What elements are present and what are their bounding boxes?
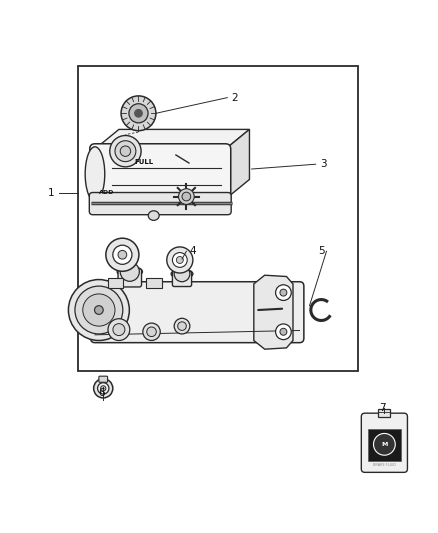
Circle shape	[83, 294, 115, 326]
Circle shape	[68, 279, 129, 341]
Circle shape	[174, 318, 190, 334]
Circle shape	[115, 141, 136, 161]
FancyBboxPatch shape	[91, 282, 304, 343]
Text: M: M	[381, 442, 388, 447]
Circle shape	[129, 104, 148, 123]
Circle shape	[374, 433, 395, 455]
Text: FULL: FULL	[134, 158, 153, 165]
Ellipse shape	[171, 269, 193, 279]
Polygon shape	[226, 130, 250, 199]
Text: 6: 6	[98, 387, 105, 398]
Circle shape	[276, 285, 291, 301]
Bar	[368, 429, 401, 461]
Circle shape	[173, 253, 187, 268]
Circle shape	[101, 386, 106, 391]
Polygon shape	[254, 275, 293, 349]
Circle shape	[113, 245, 132, 264]
FancyBboxPatch shape	[89, 192, 231, 215]
Circle shape	[98, 383, 109, 394]
Text: 4: 4	[190, 246, 196, 256]
Circle shape	[121, 96, 156, 131]
FancyBboxPatch shape	[90, 144, 231, 204]
Circle shape	[113, 324, 125, 336]
Circle shape	[94, 379, 113, 398]
Circle shape	[106, 238, 139, 271]
Bar	[78, 66, 358, 371]
Text: 5: 5	[318, 246, 325, 256]
Polygon shape	[95, 130, 250, 149]
Text: 3: 3	[320, 159, 327, 169]
Circle shape	[120, 146, 131, 156]
Circle shape	[178, 322, 186, 330]
Circle shape	[280, 289, 287, 296]
FancyBboxPatch shape	[361, 413, 407, 472]
Circle shape	[280, 328, 287, 335]
Circle shape	[174, 266, 190, 282]
Ellipse shape	[117, 266, 142, 277]
FancyBboxPatch shape	[99, 376, 108, 382]
Circle shape	[276, 324, 291, 340]
Text: 7: 7	[379, 403, 385, 413]
FancyBboxPatch shape	[118, 269, 141, 287]
Text: 1: 1	[48, 188, 55, 198]
Circle shape	[108, 319, 130, 341]
Circle shape	[167, 247, 193, 273]
FancyBboxPatch shape	[173, 271, 191, 287]
Circle shape	[120, 262, 139, 281]
Circle shape	[75, 286, 123, 334]
Ellipse shape	[85, 147, 105, 201]
Circle shape	[177, 256, 184, 263]
Circle shape	[95, 305, 103, 314]
Circle shape	[182, 192, 191, 201]
Circle shape	[147, 327, 156, 336]
Circle shape	[143, 323, 160, 341]
Bar	[378, 409, 391, 417]
Text: BRAKE FLUID: BRAKE FLUID	[373, 463, 396, 466]
Circle shape	[179, 189, 194, 204]
Circle shape	[110, 135, 141, 167]
Polygon shape	[146, 278, 162, 288]
Ellipse shape	[148, 211, 159, 220]
Text: 2: 2	[231, 93, 237, 103]
Text: ADD: ADD	[99, 190, 115, 195]
Circle shape	[134, 109, 142, 117]
Polygon shape	[108, 278, 123, 288]
Circle shape	[118, 251, 127, 259]
